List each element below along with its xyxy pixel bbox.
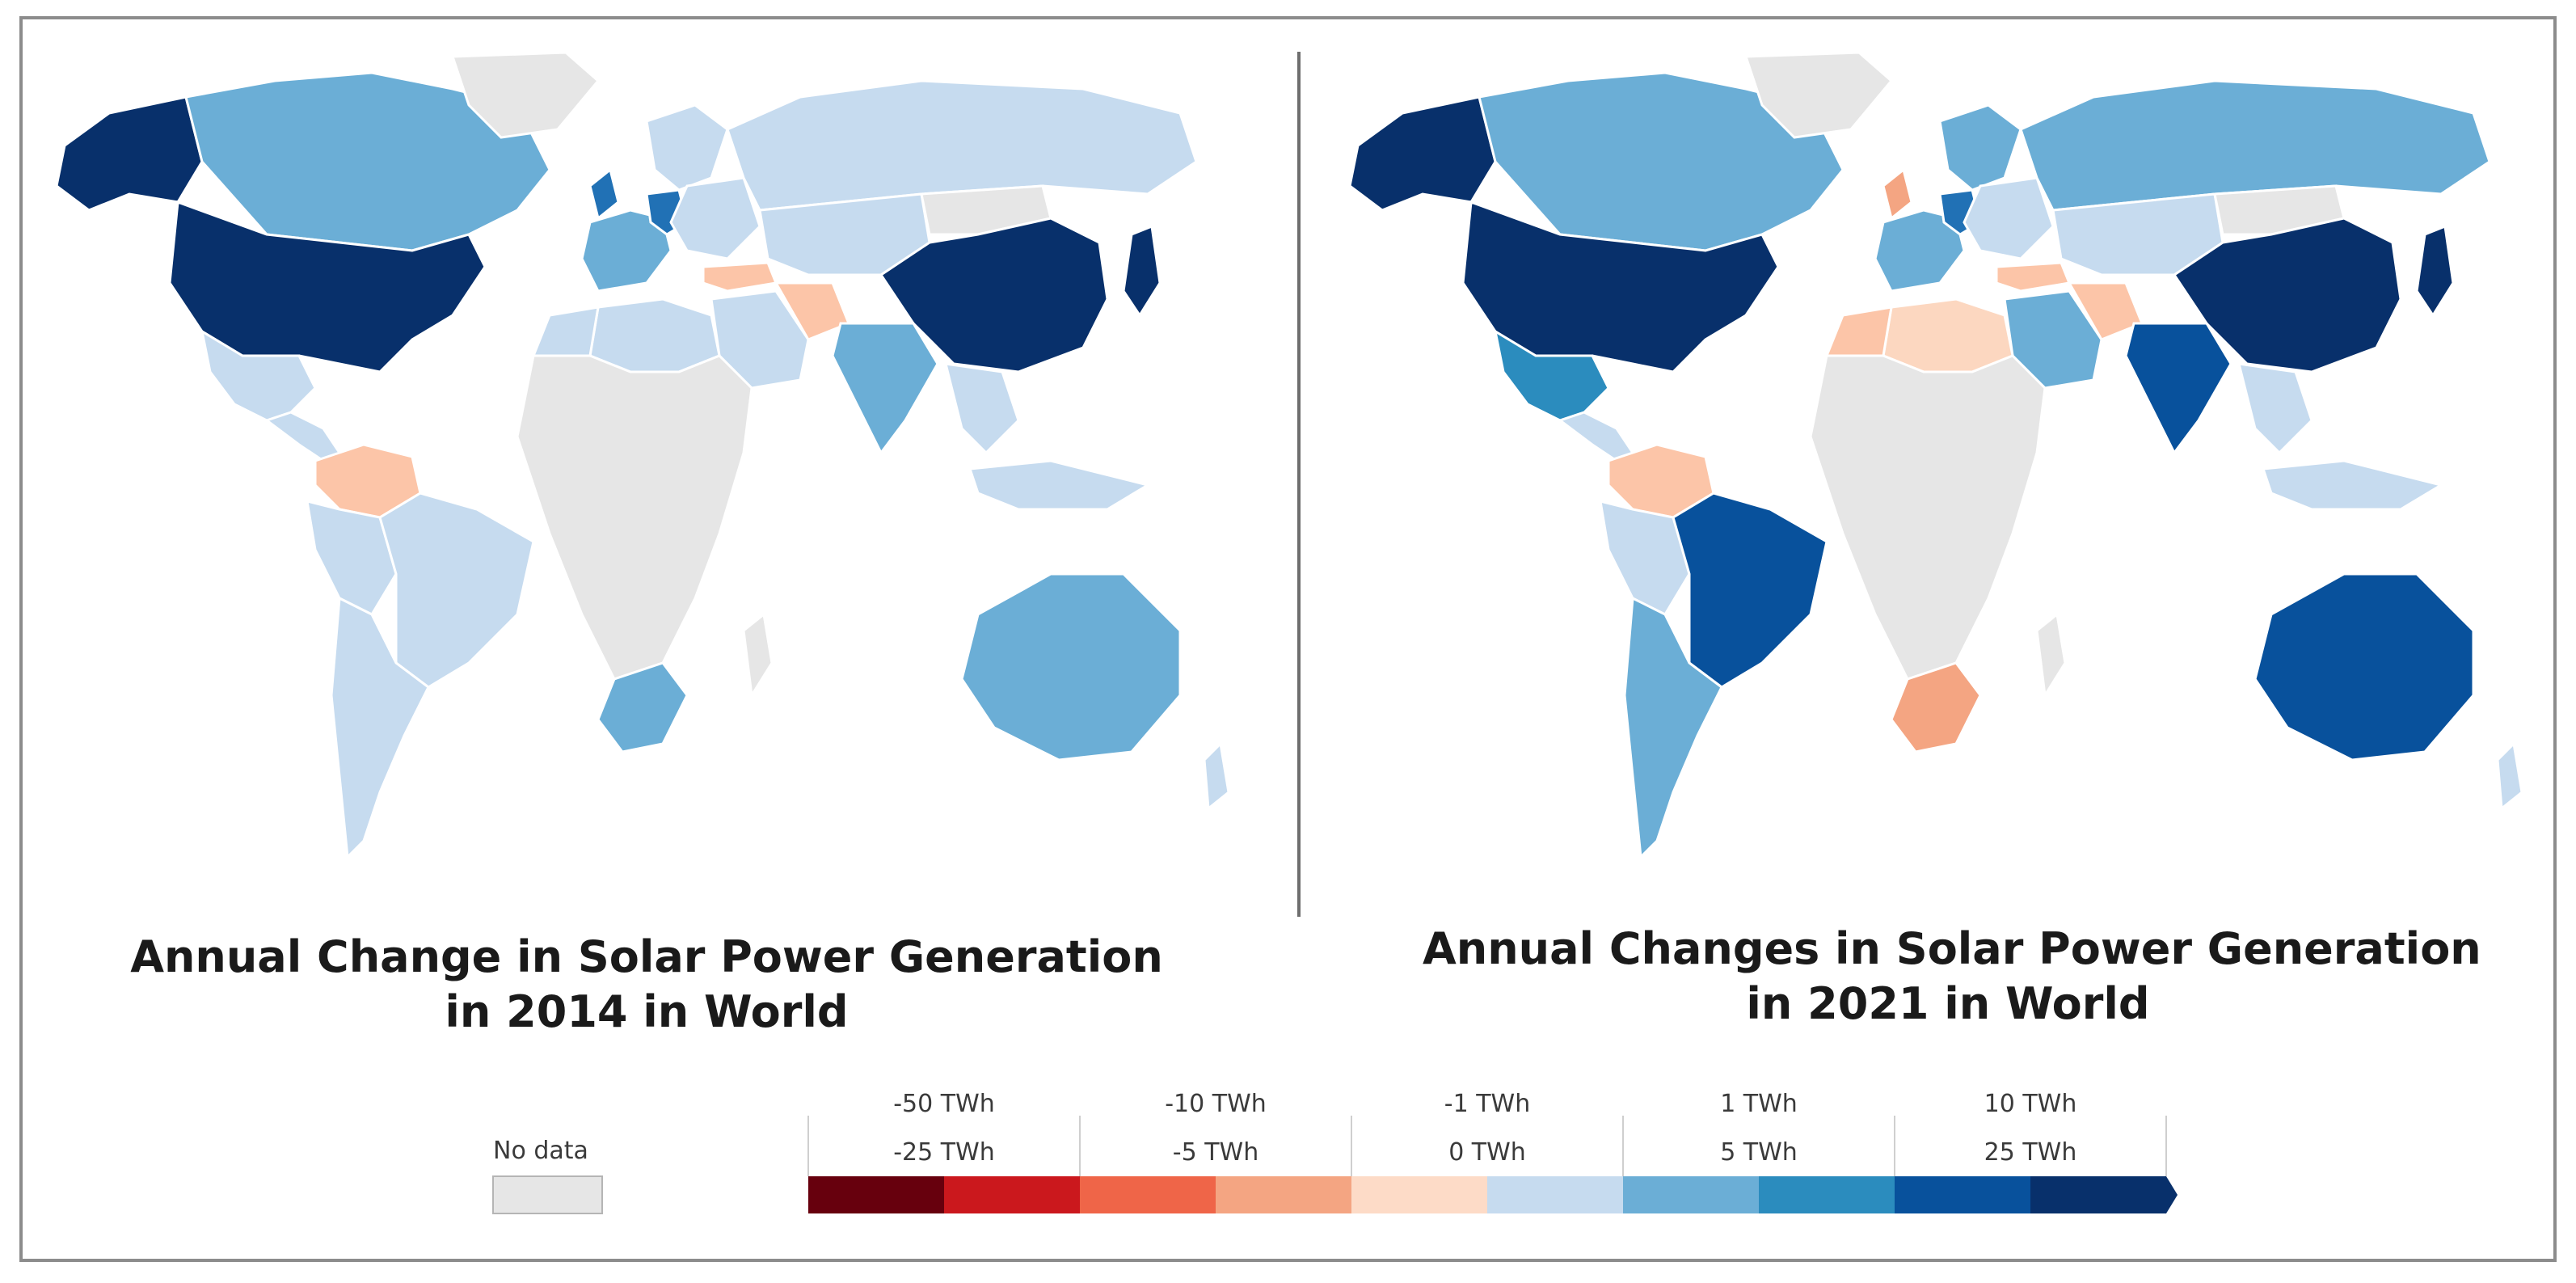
legend-arrow-tip [2166, 1176, 2178, 1213]
legend-swatch-4 [1351, 1176, 1487, 1213]
country-turkey [702, 261, 778, 293]
legend-swatch-0 [808, 1176, 944, 1213]
legend-top-label: -1 TWh [1444, 1090, 1530, 1118]
legend-swatch-2 [1080, 1176, 1216, 1213]
legend-svg: No data -50 TWh -10 TWh -1 TWh 1 TWh 10 TWh -2… [492, 1090, 2178, 1214]
country-peru-bolivia [306, 499, 398, 616]
country-subsaharan-africa [1809, 354, 2047, 681]
country-indonesia [2261, 459, 2444, 511]
country-uk [588, 167, 620, 221]
legend-swatch-7 [1759, 1176, 1895, 1213]
country-alaska [55, 95, 204, 212]
country-chile-argentina [1623, 596, 1723, 860]
country-japan [2415, 224, 2455, 318]
country-central-america [1557, 411, 1635, 462]
country-eastern-europe [1963, 176, 2055, 260]
country-turkey [1995, 261, 2072, 293]
caption-2021-line2: in 2021 in World [1746, 977, 2150, 1029]
caption-2021-line1: Annual Changes in Solar Power Generation [1423, 923, 2481, 974]
legend-swatch-5 [1487, 1176, 1623, 1213]
legend-swatch-6 [1623, 1176, 1759, 1213]
country-uk [1882, 167, 1913, 221]
country-chile-argentina [330, 596, 430, 860]
caption-2014: Annual Change in Solar Power Generation … [121, 930, 1172, 1039]
country-indonesia [968, 459, 1151, 511]
country-new-zealand [1203, 741, 1230, 811]
country-japan [1122, 224, 1162, 318]
country-western-europe [580, 209, 672, 293]
country-brazil [1672, 492, 1828, 689]
country-australia [960, 572, 1182, 762]
country-north-africa [588, 298, 721, 374]
country-southeast-asia [944, 362, 1020, 455]
legend-swatch-8 [1895, 1176, 2030, 1213]
legend-swatch-3 [1216, 1176, 1351, 1213]
country-australia [2253, 572, 2475, 762]
legend-top-label: -50 TWh [893, 1090, 995, 1118]
country-greenland [1743, 51, 1894, 139]
country-china [2172, 217, 2402, 374]
caption-2014-line2: in 2014 in World [445, 985, 849, 1037]
country-scandinavia [1938, 103, 2022, 192]
country-alaska [1348, 95, 1497, 212]
country-madagascar [742, 612, 774, 699]
caption-2014-line1: Annual Change in Solar Power Generation [130, 931, 1163, 982]
legend-swatch-9 [2030, 1176, 2166, 1213]
map-2014-svg [55, 51, 1230, 860]
legend-bottom-label: -5 TWh [1173, 1138, 1258, 1167]
legend-bottom-label: 5 TWh [1720, 1138, 1798, 1167]
legend-top-label: 1 TWh [1720, 1090, 1798, 1118]
country-scandinavia [645, 103, 729, 192]
caption-2021: Annual Changes in Solar Power Generation… [1423, 922, 2481, 1031]
country-greenland [450, 51, 601, 139]
country-peru-bolivia [1599, 499, 1691, 616]
map-2014 [32, 49, 1261, 905]
map-2021 [1326, 49, 2554, 905]
legend-bottom-label: 0 TWh [1448, 1138, 1526, 1167]
country-western-europe [1874, 209, 1966, 293]
country-south-africa [1890, 661, 1982, 753]
country-north-africa [1882, 298, 2014, 374]
country-india [2124, 322, 2232, 455]
country-new-zealand [2496, 741, 2523, 811]
country-south-africa [597, 661, 689, 753]
color-legend: No data -50 TWh -10 TWh -1 TWh 1 TWh 10 TWh -2… [485, 1087, 2178, 1233]
country-china [879, 217, 1109, 374]
country-subsaharan-africa [516, 354, 753, 681]
country-india [831, 322, 939, 455]
legend-bottom-label: 25 TWh [1984, 1138, 2077, 1167]
panel-divider [1297, 52, 1301, 917]
legend-swatch-1 [944, 1176, 1080, 1213]
country-brazil [378, 492, 535, 689]
map-2021-svg [1348, 51, 2523, 860]
country-madagascar [2035, 612, 2067, 699]
country-eastern-europe [669, 176, 761, 260]
country-southeast-asia [2237, 362, 2313, 455]
legend-bottom-label: -25 TWh [893, 1138, 995, 1167]
legend-no-data-label: No data [493, 1137, 588, 1165]
legend-top-label: -10 TWh [1165, 1090, 1267, 1118]
legend-top-label: 10 TWh [1984, 1090, 2077, 1118]
legend-no-data-swatch [492, 1175, 603, 1214]
country-central-america [264, 411, 342, 462]
